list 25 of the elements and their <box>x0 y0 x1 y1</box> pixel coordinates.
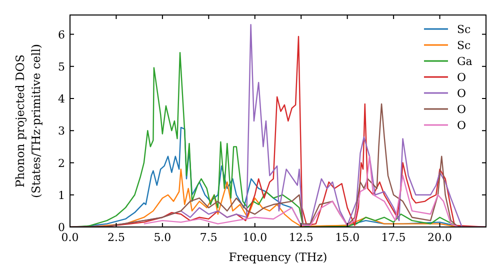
x-tick-label: 20.0 <box>428 231 452 244</box>
legend-label: O <box>457 119 466 132</box>
x-tick-label: 2.5 <box>107 231 125 244</box>
x-tick-label: 0.0 <box>61 231 79 244</box>
y-tick-label: 3 <box>58 124 65 138</box>
y-tick-label: 4 <box>58 92 65 106</box>
legend-label: O <box>457 103 466 116</box>
y-tick-label: 1 <box>58 188 65 202</box>
legend-label: O <box>457 71 466 84</box>
x-tick-label: 10.0 <box>242 231 268 244</box>
x-tick-label: 15.0 <box>335 231 360 244</box>
y-tick-label: 6 <box>58 28 65 42</box>
legend-label: Sc <box>457 39 471 52</box>
y-tick-label: 0 <box>58 221 65 234</box>
y-axis-title: Phonon projected DOS (States/THz·primitive cell) <box>13 44 43 198</box>
y-tick-label: 5 <box>58 60 65 74</box>
x-tick-label: 7.5 <box>200 231 218 244</box>
x-tick-label: 12.5 <box>288 231 314 244</box>
legend-label: O <box>457 87 466 100</box>
x-tick-label: 5.0 <box>154 231 172 244</box>
x-axis-title: Frequency (THz) <box>228 250 328 264</box>
legend-label: Ga <box>457 55 473 68</box>
x-tick-label: 17.5 <box>381 231 406 244</box>
legend-label: Sc <box>457 23 471 36</box>
y-tick-label: 2 <box>58 156 65 170</box>
